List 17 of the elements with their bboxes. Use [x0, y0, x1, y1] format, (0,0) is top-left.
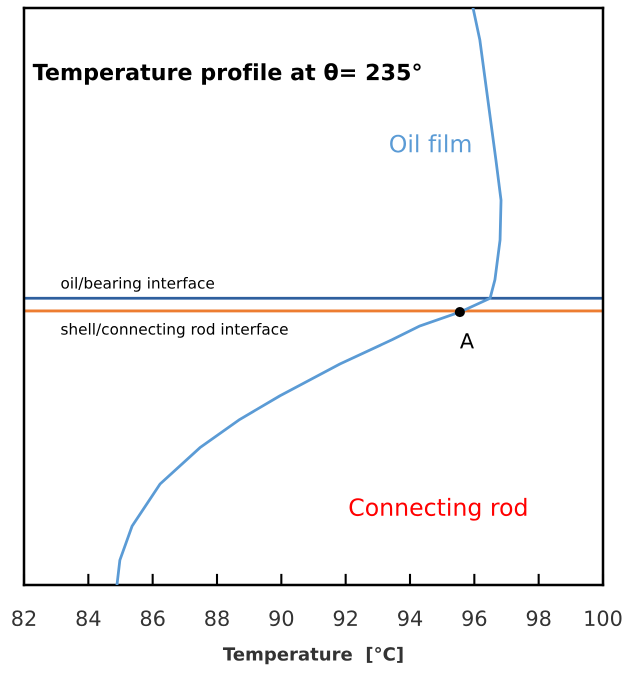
x-tick-label: 92 [334, 610, 357, 626]
x-tick-label: 90 [269, 610, 294, 626]
ref-line-label: oil/bearing interface [61, 276, 214, 292]
text: Temperature profile at θ= 235° [32, 63, 421, 85]
x-tick-label: 86 [140, 610, 165, 626]
x-tick-label: 82 [12, 610, 36, 626]
annotation: Connecting rod [350, 498, 526, 521]
ref-line-label: shell/connecting rod interface [61, 322, 288, 338]
x-tick-label: 100 [585, 610, 622, 626]
x-tick-label: 98 [526, 610, 550, 626]
x-axis-title: Temperature [°C] [222, 646, 403, 664]
x-tick-label: 94 [398, 610, 422, 626]
x-tick-label: 84 [76, 610, 100, 626]
x-tick-label: 96 [462, 610, 486, 626]
annotation: Oil film [390, 134, 470, 153]
annotation: A [460, 333, 474, 348]
x-tick-label: 88 [205, 610, 229, 626]
